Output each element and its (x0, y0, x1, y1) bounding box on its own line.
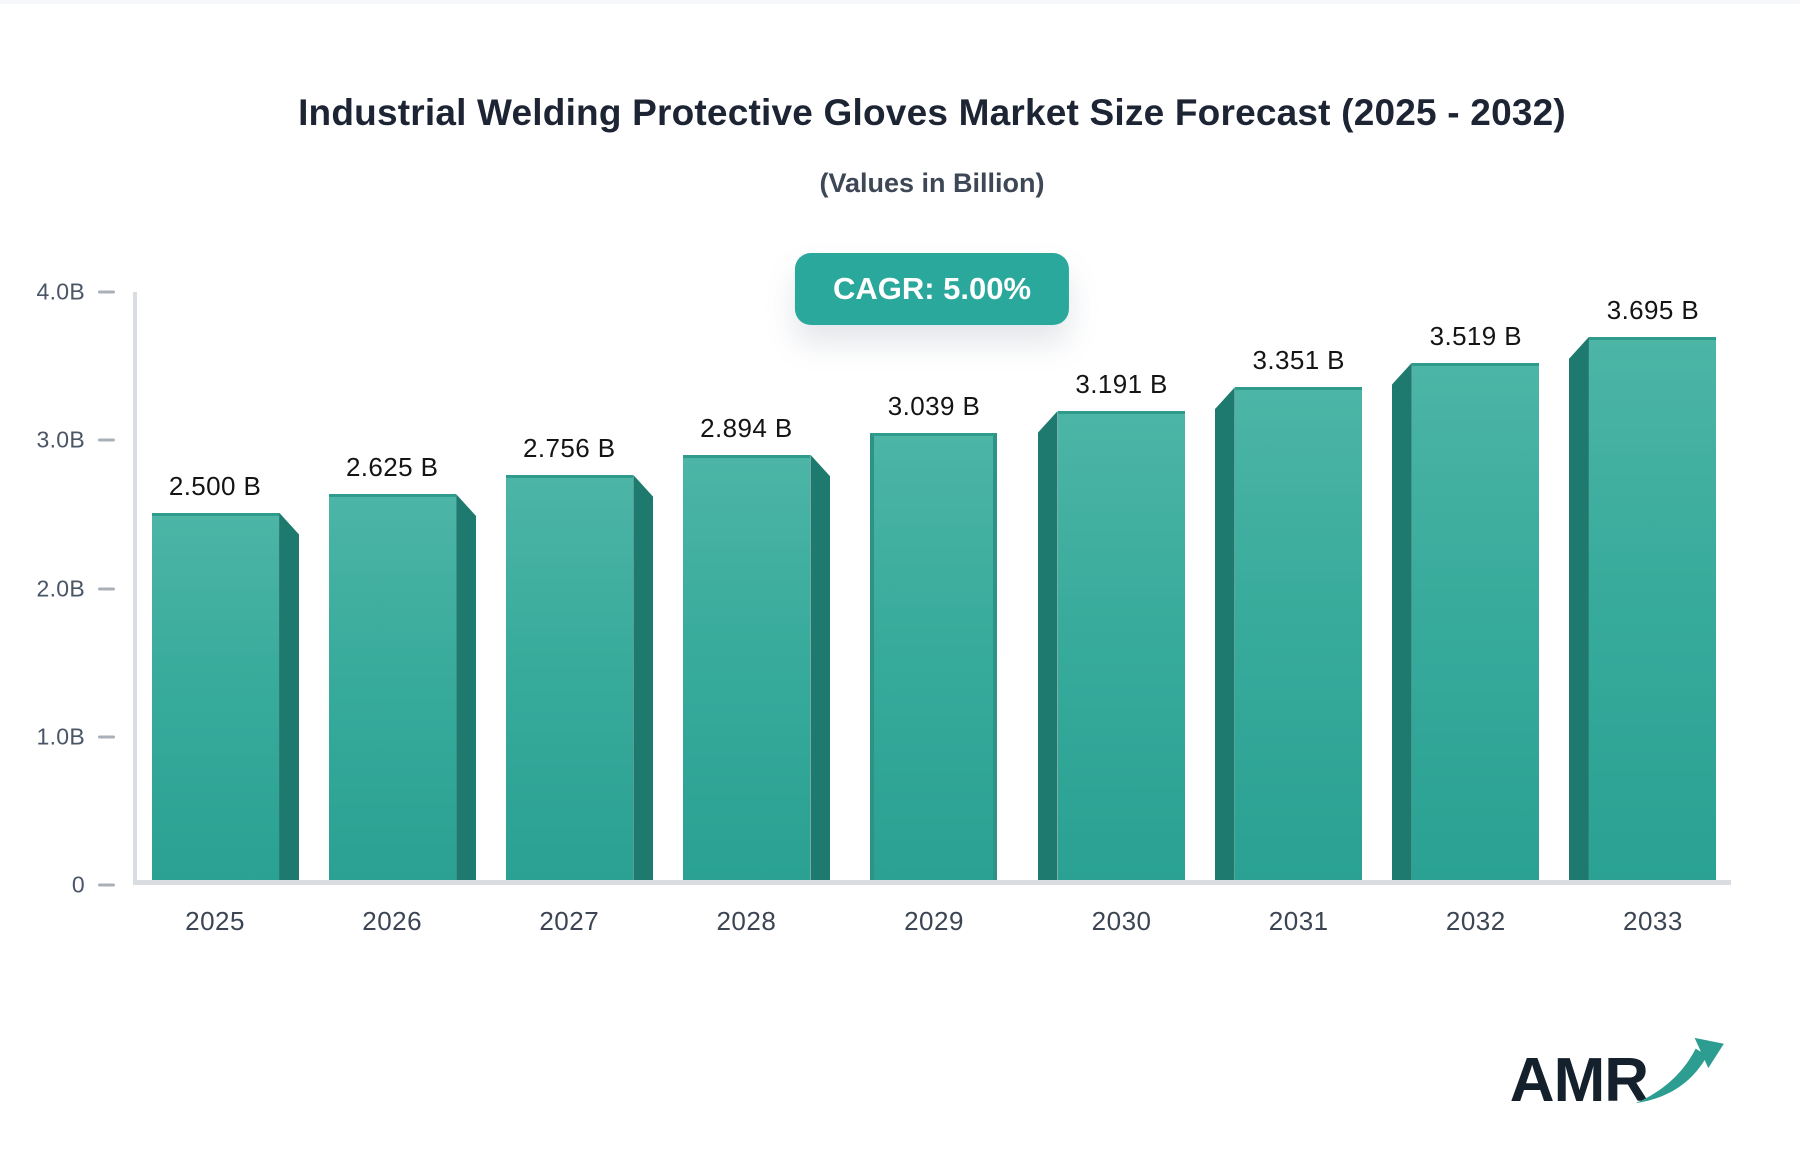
bar-slot-2028: 2.894 B 2028 (668, 292, 845, 936)
bar-slot-2033: 3.695 B 2033 (1554, 292, 1731, 936)
bar-slot-2027: 2.756 B 2027 (491, 292, 668, 936)
x-axis-label-2029: 2029 (904, 906, 964, 936)
bar-slot-2025: 2.500 B 2025 (137, 292, 314, 936)
bar-value-label-2027: 2.756 B (523, 432, 616, 463)
y-axis-tick-label: 3.0B (36, 426, 85, 453)
bar-front-face (1588, 336, 1716, 880)
chart-title: Industrial Welding Protective Gloves Mar… (298, 92, 1566, 133)
bar-slot-2029: 3.039 B 2029 (845, 292, 1022, 936)
y-axis-tick-label: 2.0B (36, 575, 85, 601)
growth-arrow-icon (1632, 1035, 1730, 1116)
bar-value-label-2029: 3.039 B (887, 391, 981, 422)
bar-2033: 3.695 B 2033 (1568, 295, 1716, 936)
y-axis-tick: 2.0B (36, 575, 115, 602)
bar-front-face (683, 454, 811, 880)
bar-2026: 2.625 B 2026 (329, 452, 477, 936)
bar-value-label-2025: 2.500 B (168, 470, 262, 501)
x-axis-label-2030: 2030 (1091, 906, 1152, 936)
bar-3d-side (1391, 362, 1412, 880)
x-axis-label-2032: 2032 (1445, 906, 1506, 936)
bar-value-label-2033: 3.695 B (1606, 294, 1700, 325)
x-axis-label-2025: 2025 (185, 906, 245, 936)
tick-dash (98, 735, 115, 739)
y-axis-tick: 3.0B (36, 427, 115, 454)
cagr-badge: CAGR: 5.00% (794, 253, 1070, 325)
bar-front-face (1411, 362, 1539, 880)
bar-slot-2030: 3.191 B 2030 (1023, 292, 1200, 936)
y-axis: 0 1.0B 2.0B 3.0B 4.0B (0, 279, 115, 898)
bar-3d-side (1037, 410, 1058, 880)
bar-slot-2026: 2.625 B 2026 (314, 292, 491, 936)
bar-2029: 3.039 B 2029 (870, 391, 998, 936)
plot-area: 2.500 B 2025 2.625 B 2026 2.756 B 2027 2.894 B… (133, 292, 1731, 936)
chart-subtitle: (Values in Billion) (819, 168, 1045, 198)
amr-logo-text: AMR (1509, 1045, 1649, 1115)
bar-2032: 3.519 B 2032 (1391, 321, 1539, 936)
bar-value-label-2031: 3.351 B (1252, 345, 1345, 376)
x-axis-label-2026: 2026 (362, 906, 423, 936)
bar-2030: 3.191 B 2030 (1037, 369, 1185, 936)
bar-front-face (152, 512, 280, 880)
x-axis-label-2033: 2033 (1623, 906, 1683, 936)
bar-front-face (506, 474, 634, 880)
y-axis-tick-label: 4.0B (36, 278, 85, 305)
x-axis-label-2028: 2028 (716, 906, 777, 936)
bar-3d-side (279, 512, 300, 880)
bar-front-face (870, 433, 998, 880)
bar-2031: 3.351 B 2031 (1214, 345, 1362, 936)
y-axis-tick-label: 1.0B (36, 723, 85, 750)
page-top-edge (0, 0, 1800, 4)
bar-value-label-2026: 2.625 B (345, 452, 439, 483)
y-axis-tick-label: 0 (71, 871, 85, 898)
x-axis-label-2027: 2027 (539, 906, 600, 936)
bar-3d-side (810, 454, 831, 880)
bar-value-label-2028: 2.894 B (700, 412, 793, 443)
bar-3d-side (633, 474, 654, 880)
bar-value-label-2030: 3.191 B (1075, 368, 1168, 399)
bar-front-face (329, 494, 457, 880)
bar-2027: 2.756 B 2027 (506, 433, 654, 936)
bar-2028: 2.894 B 2028 (683, 413, 831, 936)
y-axis-tick: 0 (72, 872, 115, 899)
tick-dash (98, 438, 115, 442)
tick-dash (98, 290, 115, 294)
bar-front-face (1234, 387, 1362, 880)
bar-slot-2031: 3.351 B 2031 (1200, 292, 1377, 936)
x-axis-label-2031: 2031 (1268, 906, 1329, 936)
bar-2025: 2.500 B 2025 (152, 471, 300, 936)
tick-dash (98, 883, 115, 887)
bar-slot-2032: 3.519 B 2032 (1377, 292, 1554, 936)
bar-3d-side (1214, 387, 1235, 880)
tick-dash (98, 587, 115, 590)
bar-front-face (1057, 410, 1185, 880)
y-axis-tick: 1.0B (36, 723, 115, 750)
chart-header: Industrial Welding Protective Gloves Mar… (133, 0, 1731, 340)
amr-logo: AMR (1509, 1037, 1730, 1116)
bar-value-label-2032: 3.519 B (1429, 320, 1523, 351)
y-axis-tick: 4.0B (36, 279, 115, 306)
bar-3d-side (456, 494, 477, 880)
bar-3d-side (1568, 336, 1589, 880)
